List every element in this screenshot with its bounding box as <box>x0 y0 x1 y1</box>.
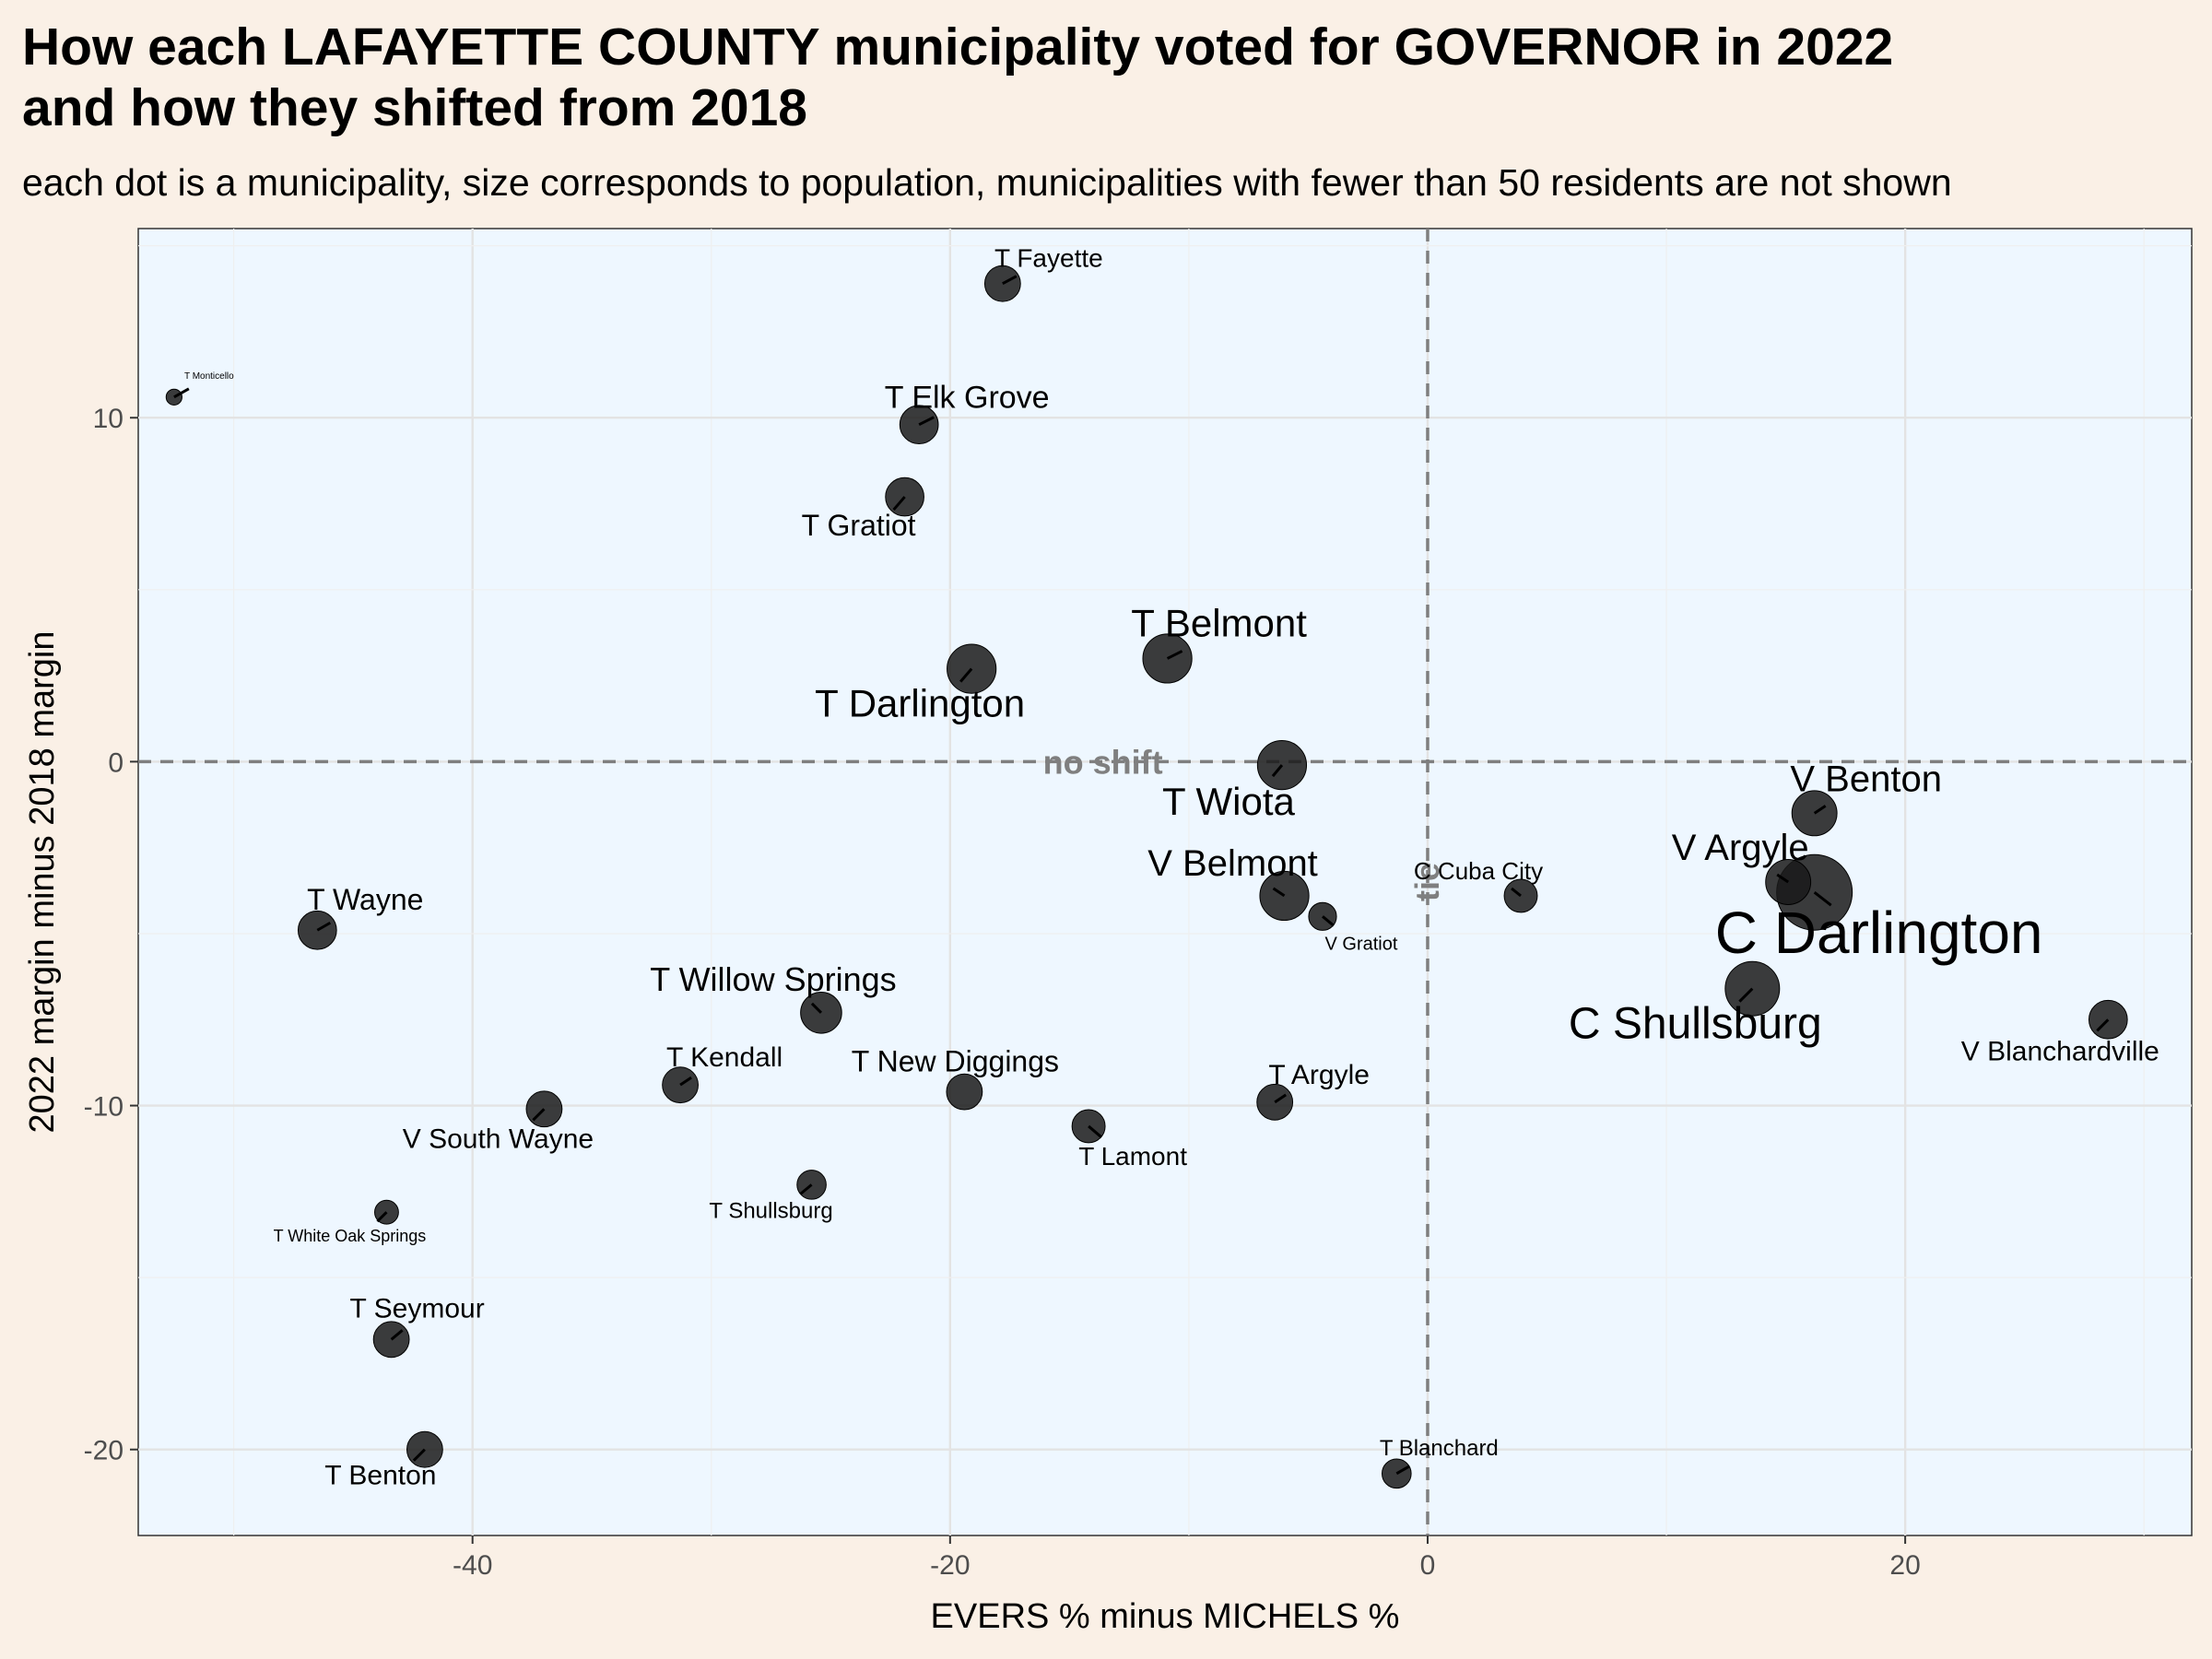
label-leader <box>1322 915 1335 927</box>
point-label: T Benton <box>324 1461 436 1491</box>
point-label: C Shullsburg <box>1569 1000 1822 1049</box>
label-leader <box>1395 1465 1411 1476</box>
y-tick-label: -20 <box>84 1436 124 1466</box>
y-tick-label: 10 <box>93 404 124 434</box>
y-tick-label: -10 <box>84 1092 124 1123</box>
point-label: T Seymour <box>350 1293 485 1324</box>
point-label: V Argyle <box>1672 828 1809 868</box>
label-leader <box>1813 805 1827 815</box>
point-label: V Blanchardville <box>1961 1036 2159 1066</box>
point-label: T Darlington <box>815 682 1025 725</box>
data-points <box>165 265 2128 1489</box>
label-leader <box>2096 1018 2110 1032</box>
x-tick-label: 20 <box>1889 1550 1920 1581</box>
x-axis-title: EVERS % minus MICHELS % <box>931 1597 1400 1636</box>
tie-label: tie <box>1408 863 1446 901</box>
label-leader <box>959 667 973 683</box>
chart-title-line1: How each LAFAYETTE COUNTY municipality v… <box>22 18 1894 76</box>
point-label: T Monticello <box>184 371 234 382</box>
label-leader <box>1272 887 1286 898</box>
label-leader <box>1813 891 1832 907</box>
y-axis-title: 2022 margin minus 2018 margin <box>23 631 62 1134</box>
point-label: T Kendall <box>666 1042 782 1073</box>
point-label: V Belmont <box>1147 843 1318 884</box>
label-leader <box>412 1448 426 1462</box>
no-shift-label: no shift <box>1043 743 1163 781</box>
chart-subtitle: each dot is a municipality, size corresp… <box>22 161 1952 204</box>
point-label: T White Oak Springs <box>274 1227 427 1245</box>
axes: -40 -20 0 20 -20 -10 0 10 <box>84 404 1921 1581</box>
x-tick-label: -20 <box>930 1550 970 1581</box>
chart-title: How each LAFAYETTE COUNTY municipality v… <box>22 17 2197 138</box>
point-label: V Benton <box>1790 759 1942 799</box>
point-label: T Wiota <box>1162 780 1296 823</box>
point-label: T Argyle <box>1268 1060 1370 1090</box>
label-leader <box>173 387 190 399</box>
chart-title-line2: and how they shifted from 2018 <box>22 78 807 137</box>
point-label: C Darlington <box>1715 900 2043 966</box>
point-label: C Cuba City <box>1414 857 1543 885</box>
label-leader <box>532 1108 546 1122</box>
point-label: T Wayne <box>307 883 423 916</box>
point-label: V South Wayne <box>403 1124 594 1154</box>
point-label: T New Diggings <box>852 1045 1059 1078</box>
label-leader <box>376 1211 388 1223</box>
point-label: T Gratiot <box>802 509 916 542</box>
label-leader <box>1776 873 1790 884</box>
label-leader <box>918 416 935 427</box>
point-label: T Fayette <box>994 244 1103 273</box>
point-label: T Shullsburg <box>709 1198 832 1223</box>
data-point <box>165 388 182 406</box>
point-label: T Lamont <box>1078 1142 1187 1171</box>
point-label: V Gratiot <box>1325 934 1398 954</box>
point-label: T Willow Springs <box>650 960 896 998</box>
y-tick-label: 0 <box>108 747 124 778</box>
point-label: T Blanchard <box>1380 1436 1499 1461</box>
label-leader <box>1088 1124 1103 1139</box>
data-point <box>1381 1458 1412 1489</box>
data-point <box>946 1073 983 1111</box>
label-leader <box>810 1002 823 1014</box>
label-leader <box>316 921 332 932</box>
point-labels: T Fayette T Monticello T Elk Grove T Gratio… <box>173 244 2159 1491</box>
point-label: T Belmont <box>1131 601 1307 644</box>
x-tick-label: 0 <box>1420 1550 1436 1581</box>
label-leader <box>1738 987 1754 1003</box>
label-leader <box>1166 650 1183 660</box>
label-leader <box>892 496 906 512</box>
label-leader <box>1511 887 1522 898</box>
grid-lines <box>138 229 2192 1535</box>
label-leader <box>1274 1093 1288 1104</box>
x-tick-label: -40 <box>453 1550 492 1581</box>
label-leader <box>390 1329 404 1341</box>
point-label: T Elk Grove <box>885 381 1050 416</box>
label-leader <box>1271 764 1284 778</box>
label-leader <box>1002 275 1018 286</box>
reference-lines: no shift tie <box>138 229 2192 1535</box>
label-leader <box>679 1076 692 1087</box>
label-leader <box>799 1183 813 1195</box>
